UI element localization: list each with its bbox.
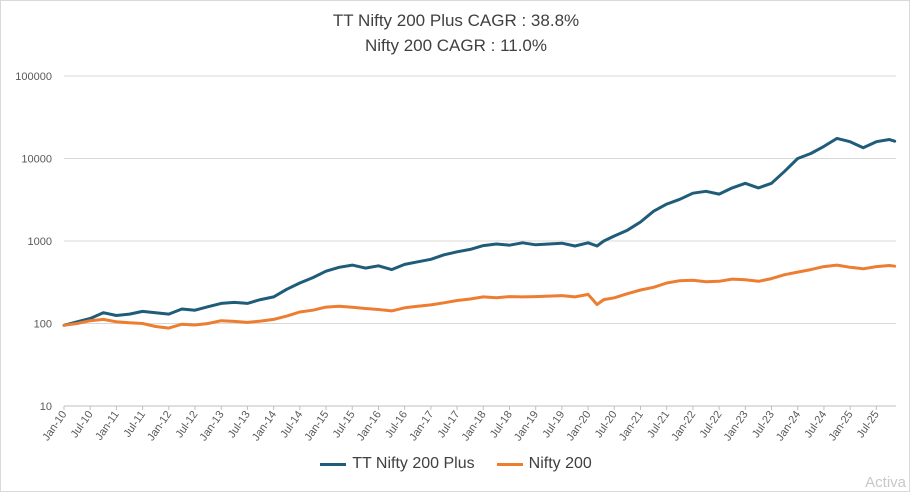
x-tick-label: Jan-19 [512,409,541,443]
x-tick-label: Jul-21 [645,409,672,440]
y-tick-label: 1000 [28,236,52,248]
x-tick-label: Jan-15 [302,409,331,443]
x-tick-label: Jul-22 [698,409,725,440]
x-tick-label: Jul-24 [802,409,829,440]
x-tick-label: Jul-13 [226,409,253,440]
x-tick-label: Jan-10 [40,409,69,443]
legend-item-nifty: Nifty 200 [496,455,592,473]
legend-swatch-tt [320,462,347,466]
x-tick-label: Jan-25 [826,409,855,443]
watermark-text: Activa [865,474,906,491]
legend-item-tt: TT Nifty 200 Plus [320,455,475,473]
x-tick-label: Jan-11 [93,409,122,443]
x-tick-label: Jan-14 [250,409,279,443]
legend-label-nifty: Nifty 200 [528,455,592,472]
chart-title: TT Nifty 200 Plus CAGR : 38.8% Nifty 200… [0,8,912,58]
x-tick-label: Jul-15 [331,409,358,440]
series-line-tt-nifty-200-plus [62,136,897,327]
x-tick-label: Jul-14 [278,409,305,440]
y-tick-label: 100 [34,319,52,331]
chart-title-line-2: Nifty 200 CAGR : 11.0% [364,36,548,55]
series-lines [62,136,897,330]
y-tick-label: 10 [40,401,52,413]
x-tick-label: Jan-13 [198,409,227,443]
x-tick-label: Jan-18 [460,409,489,443]
x-tick-label: Jul-16 [383,409,410,440]
series-line-nifty-200 [62,263,897,330]
x-tick-label: Jan-24 [774,409,803,443]
x-tick-label: Jul-10 [69,409,96,440]
legend-label-tt: TT Nifty 200 Plus [352,455,475,472]
x-tick-label: Jan-16 [355,409,384,443]
y-tick-label: 10000 [21,154,52,166]
x-tick-label: Jan-23 [722,409,751,443]
x-tick-label: Jan-17 [407,409,436,443]
x-tick-label: Jan-22 [669,409,698,443]
x-tick-label: Jan-12 [145,409,174,443]
y-tick-label: 100000 [15,71,52,83]
x-tick-label: Jul-18 [488,409,515,440]
x-tick-label: Jul-12 [173,409,200,440]
x-tick-label: Jan-21 [617,409,646,443]
x-tick-label: Jul-17 [436,409,463,440]
x-tick-label: Jul-19 [540,409,567,440]
grid-lines [64,75,896,407]
x-tick-label: Jul-25 [855,409,882,440]
chart-title-line-1: TT Nifty 200 Plus CAGR : 38.8% [332,11,580,30]
x-tick-label: Jul-20 [593,409,620,440]
legend: TT Nifty 200 Plus Nifty 200 [0,455,912,473]
x-tick-label: Jan-20 [564,409,593,443]
x-tick-label: Jul-11 [122,409,149,440]
legend-swatch-nifty [496,462,523,466]
x-tick-label: Jul-23 [750,409,777,440]
